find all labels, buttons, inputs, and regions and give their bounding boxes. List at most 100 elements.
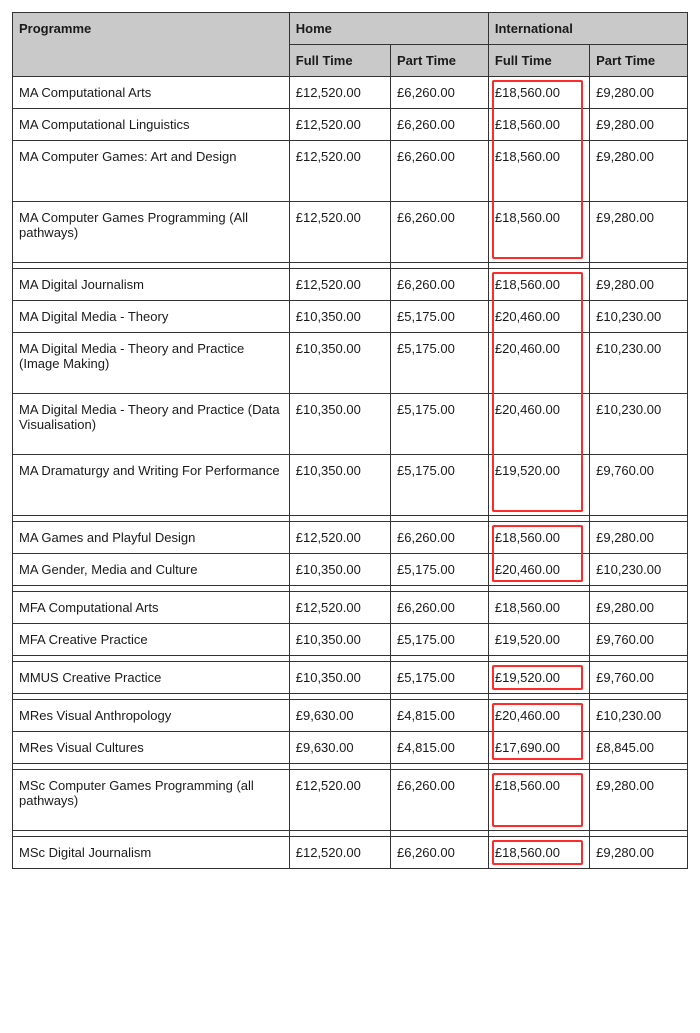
highlight-box: [492, 773, 583, 827]
cell-home-parttime: £5,175.00: [391, 301, 489, 333]
table-row: MSc Computer Games Programming (all path…: [13, 770, 688, 831]
cell-home-fulltime: £12,520.00: [289, 522, 390, 554]
table-body: MA Computational Arts£12,520.00£6,260.00…: [13, 77, 688, 869]
cell-home-parttime: £6,260.00: [391, 522, 489, 554]
col-home-fulltime: Full Time: [289, 45, 390, 77]
cell-intl-parttime: £9,760.00: [590, 455, 688, 516]
cell-home-parttime: £6,260.00: [391, 77, 489, 109]
table-row: MFA Creative Practice£10,350.00£5,175.00…: [13, 624, 688, 656]
cell-programme: MA Gender, Media and Culture: [13, 554, 290, 586]
cell-programme: MA Digital Media - Theory: [13, 301, 290, 333]
cell-intl-parttime: £9,760.00: [590, 662, 688, 694]
cell-home-parttime: £6,260.00: [391, 202, 489, 263]
cell-intl-fulltime: £18,560.00: [488, 77, 589, 109]
cell-programme: MA Computational Linguistics: [13, 109, 290, 141]
cell-home-parttime: £6,260.00: [391, 269, 489, 301]
table-row: MA Computational Arts£12,520.00£6,260.00…: [13, 77, 688, 109]
table-header: Programme Home International Full Time P…: [13, 13, 688, 77]
cell-intl-fulltime: £18,560.00: [488, 109, 589, 141]
highlight-box: [492, 665, 583, 690]
highlight-box: [492, 731, 583, 760]
highlight-box: [492, 525, 583, 554]
highlight-box: [492, 201, 583, 259]
cell-programme: MA Games and Playful Design: [13, 522, 290, 554]
cell-home-parttime: £4,815.00: [391, 700, 489, 732]
cell-intl-parttime: £9,280.00: [590, 77, 688, 109]
cell-programme: MA Computer Games Programming (All pathw…: [13, 202, 290, 263]
table-row: MA Dramaturgy and Writing For Performanc…: [13, 455, 688, 516]
cell-programme: MA Computer Games: Art and Design: [13, 141, 290, 202]
cell-home-parttime: £5,175.00: [391, 333, 489, 394]
cell-home-fulltime: £9,630.00: [289, 732, 390, 764]
cell-intl-parttime: £9,280.00: [590, 109, 688, 141]
cell-intl-parttime: £9,280.00: [590, 202, 688, 263]
cell-intl-fulltime: £18,560.00: [488, 770, 589, 831]
cell-programme: MMUS Creative Practice: [13, 662, 290, 694]
cell-home-fulltime: £12,520.00: [289, 141, 390, 202]
cell-home-fulltime: £9,630.00: [289, 700, 390, 732]
cell-home-parttime: £5,175.00: [391, 394, 489, 455]
cell-intl-fulltime: £19,520.00: [488, 455, 589, 516]
cell-intl-fulltime: £20,460.00: [488, 700, 589, 732]
cell-intl-parttime: £9,760.00: [590, 624, 688, 656]
cell-home-fulltime: £10,350.00: [289, 554, 390, 586]
cell-home-fulltime: £10,350.00: [289, 333, 390, 394]
table-row: MRes Visual Cultures£9,630.00£4,815.00£1…: [13, 732, 688, 764]
cell-intl-parttime: £9,280.00: [590, 592, 688, 624]
table-row: MA Digital Media - Theory and Practice (…: [13, 333, 688, 394]
cell-intl-parttime: £9,280.00: [590, 269, 688, 301]
cell-intl-fulltime: £20,460.00: [488, 554, 589, 586]
cell-programme: MA Digital Media - Theory and Practice (…: [13, 394, 290, 455]
highlight-box: [492, 300, 583, 333]
table-row: MA Games and Playful Design£12,520.00£6,…: [13, 522, 688, 554]
col-programme: Programme: [13, 13, 290, 77]
cell-intl-fulltime: £18,560.00: [488, 269, 589, 301]
cell-intl-parttime: £9,280.00: [590, 837, 688, 869]
cell-intl-parttime: £8,845.00: [590, 732, 688, 764]
table-row: MA Digital Media - Theory£10,350.00£5,17…: [13, 301, 688, 333]
table-row: MA Digital Media - Theory and Practice (…: [13, 394, 688, 455]
table-row: MA Computer Games: Art and Design£12,520…: [13, 141, 688, 202]
cell-home-parttime: £5,175.00: [391, 455, 489, 516]
cell-intl-parttime: £10,230.00: [590, 333, 688, 394]
cell-intl-fulltime: £18,560.00: [488, 837, 589, 869]
table-row: MMUS Creative Practice£10,350.00£5,175.0…: [13, 662, 688, 694]
cell-programme: MRes Visual Anthropology: [13, 700, 290, 732]
col-intl-fulltime: Full Time: [488, 45, 589, 77]
cell-home-fulltime: £10,350.00: [289, 301, 390, 333]
highlight-box: [492, 553, 583, 582]
cell-home-fulltime: £12,520.00: [289, 109, 390, 141]
cell-intl-parttime: £9,280.00: [590, 770, 688, 831]
colgroup-international: International: [488, 13, 687, 45]
cell-home-parttime: £5,175.00: [391, 662, 489, 694]
cell-home-parttime: £6,260.00: [391, 141, 489, 202]
cell-intl-fulltime: £18,560.00: [488, 141, 589, 202]
cell-home-parttime: £6,260.00: [391, 837, 489, 869]
colgroup-home: Home: [289, 13, 488, 45]
cell-programme: MFA Creative Practice: [13, 624, 290, 656]
cell-intl-fulltime: £19,520.00: [488, 624, 589, 656]
cell-programme: MRes Visual Cultures: [13, 732, 290, 764]
cell-home-parttime: £5,175.00: [391, 554, 489, 586]
col-intl-parttime: Part Time: [590, 45, 688, 77]
cell-home-fulltime: £12,520.00: [289, 592, 390, 624]
cell-intl-fulltime: £18,560.00: [488, 202, 589, 263]
cell-home-fulltime: £12,520.00: [289, 269, 390, 301]
highlight-box: [492, 272, 583, 301]
cell-home-fulltime: £10,350.00: [289, 455, 390, 516]
table-row: MSc Digital Journalism£12,520.00£6,260.0…: [13, 837, 688, 869]
highlight-box: [492, 703, 583, 732]
cell-home-parttime: £6,260.00: [391, 770, 489, 831]
table-row: MA Digital Journalism£12,520.00£6,260.00…: [13, 269, 688, 301]
cell-programme: MSc Computer Games Programming (all path…: [13, 770, 290, 831]
cell-intl-fulltime: £18,560.00: [488, 522, 589, 554]
cell-intl-fulltime: £18,560.00: [488, 592, 589, 624]
cell-home-fulltime: £12,520.00: [289, 77, 390, 109]
cell-home-fulltime: £10,350.00: [289, 624, 390, 656]
cell-intl-parttime: £10,230.00: [590, 554, 688, 586]
table-row: MFA Computational Arts£12,520.00£6,260.0…: [13, 592, 688, 624]
highlight-box: [492, 80, 583, 109]
cell-intl-fulltime: £20,460.00: [488, 394, 589, 455]
cell-intl-fulltime: £17,690.00: [488, 732, 589, 764]
cell-intl-parttime: £9,280.00: [590, 522, 688, 554]
